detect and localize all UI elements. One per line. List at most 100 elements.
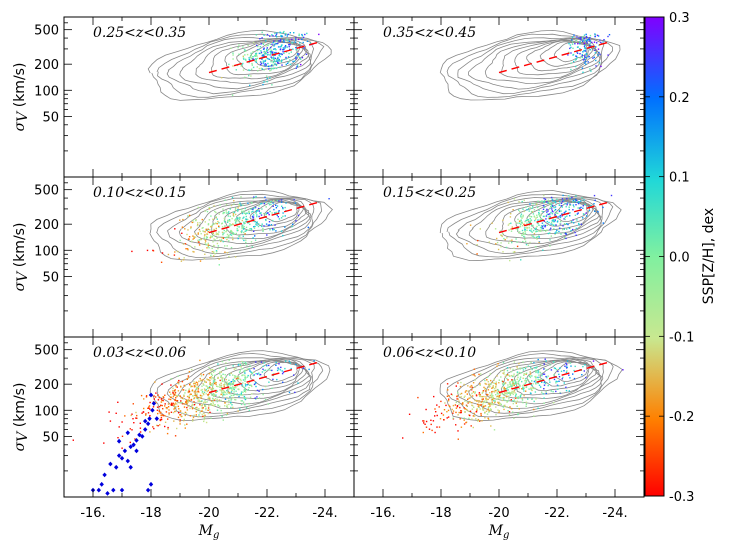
scatter-point	[254, 397, 256, 399]
scatter-point	[519, 367, 521, 369]
scatter-point	[269, 43, 271, 45]
scatter-point	[237, 410, 239, 412]
scatter-point	[205, 381, 207, 383]
scatter-point	[508, 242, 510, 244]
scatter-point	[217, 248, 219, 250]
scatter-point	[220, 389, 222, 392]
scatter-point	[270, 52, 272, 54]
scatter-point	[565, 237, 567, 240]
scatter-point	[271, 228, 274, 230]
scatter-point	[281, 205, 283, 207]
panel-redshift-label: 0.10<z<0.15	[93, 185, 186, 201]
scatter-point	[204, 233, 206, 236]
scatter-point	[210, 403, 212, 405]
scatter-point	[251, 64, 253, 66]
scatter-point	[209, 403, 212, 405]
scatter-point	[279, 48, 282, 50]
scatter-point	[225, 414, 228, 416]
scatter-point	[223, 391, 226, 393]
scatter-point	[230, 401, 232, 404]
scatter-point	[211, 236, 213, 238]
scatter-point	[230, 224, 232, 226]
scatter-point	[254, 239, 257, 241]
scatter-point	[201, 407, 204, 410]
scatter-point	[536, 236, 539, 238]
scatter-point	[534, 380, 537, 382]
scatter-point	[538, 213, 540, 216]
scatter-point	[153, 395, 155, 397]
scatter-point	[269, 35, 271, 37]
scatter-point	[478, 404, 481, 406]
scatter-point	[140, 394, 143, 397]
scatter-point	[185, 412, 188, 414]
scatter-point	[266, 48, 268, 51]
scatter-point	[518, 220, 521, 222]
scatter-point	[502, 380, 504, 383]
scatter-point	[233, 377, 236, 379]
scatter-point	[251, 56, 253, 58]
scatter-point	[509, 392, 512, 394]
scatter-point	[221, 360, 224, 363]
scatter-point	[544, 358, 546, 360]
scatter-point	[528, 210, 530, 212]
scatter-point	[258, 372, 260, 374]
scatter-point	[236, 225, 239, 228]
scatter-point	[253, 226, 255, 228]
scatter-point	[457, 414, 459, 416]
scatter-point	[497, 389, 499, 391]
scatter-point	[187, 249, 189, 251]
contour-line	[513, 359, 597, 396]
scatter-point	[533, 236, 535, 239]
scatter-point	[544, 226, 546, 228]
scatter-point	[181, 389, 184, 391]
scatter-point	[242, 401, 245, 403]
scatter-point	[535, 231, 537, 233]
scatter-point	[219, 384, 221, 387]
scatter-point	[268, 202, 270, 204]
scatter-point	[196, 397, 198, 400]
scatter-point	[248, 212, 250, 215]
scatter-point	[446, 417, 448, 419]
scatter-point	[543, 200, 545, 203]
scatter-point	[526, 219, 528, 221]
low-mass-point	[150, 407, 155, 413]
contour-line	[224, 39, 308, 76]
scatter-point	[518, 362, 520, 365]
scatter-point	[212, 402, 214, 404]
scatter-point	[452, 410, 455, 412]
scatter-point	[579, 50, 581, 52]
scatter-point	[277, 57, 279, 59]
scatter-point	[218, 226, 220, 228]
scatter-point	[193, 401, 195, 403]
scatter-point	[208, 386, 211, 388]
scatter-point	[211, 247, 213, 249]
scatter-point	[207, 407, 210, 409]
scatter-point	[242, 69, 245, 71]
contour-line	[468, 38, 601, 90]
colorbar-label: SSP[Z/H], dex	[701, 208, 717, 304]
scatter-point	[271, 43, 273, 45]
scatter-point	[174, 402, 177, 404]
scatter-point	[491, 222, 493, 224]
x-tick-label: -24.	[312, 506, 337, 521]
scatter-point	[203, 417, 206, 419]
scatter-point	[251, 215, 254, 218]
scatter-point	[205, 240, 207, 242]
scatter-point	[532, 202, 534, 205]
scatter-point	[500, 246, 502, 248]
scatter-point	[258, 215, 260, 218]
scatter-point	[466, 243, 468, 245]
scatter-point	[520, 219, 522, 221]
colorbar-tick-label: 0.1	[669, 171, 690, 186]
low-mass-point	[125, 430, 130, 436]
scatter-point	[267, 62, 269, 65]
contour-line	[500, 38, 600, 80]
scatter-point	[505, 392, 508, 395]
scatter-point	[558, 215, 561, 218]
scatter-point	[189, 407, 191, 410]
scatter-point	[494, 228, 497, 230]
scatter-point	[557, 220, 559, 222]
scatter-point	[487, 406, 490, 409]
scatter-point	[242, 391, 244, 393]
panel-0.06<z<0.10: 0.06<z<0.10	[383, 345, 624, 440]
